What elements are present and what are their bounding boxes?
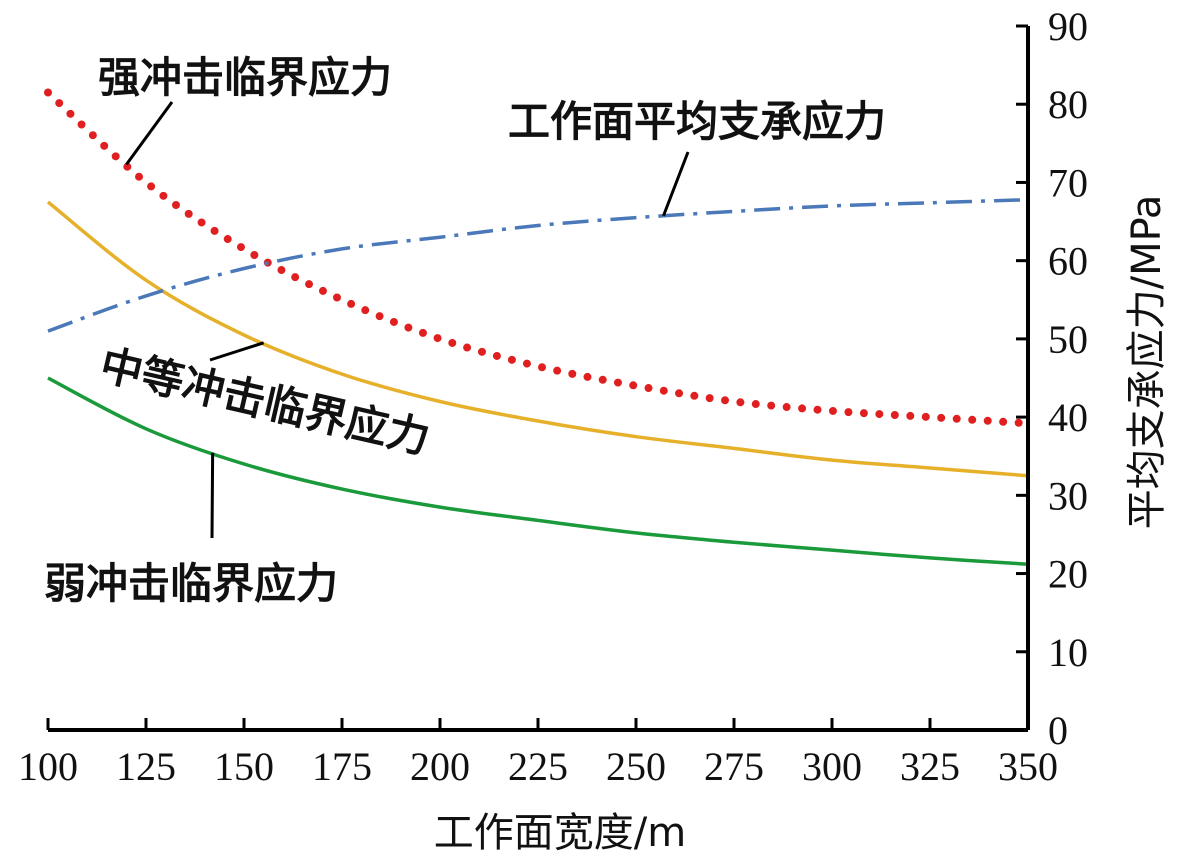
y-tick-label: 60 [1048,239,1088,284]
x-tick-label: 275 [704,744,764,789]
x-tick-label: 125 [116,744,176,789]
x-tick-label: 175 [312,744,372,789]
y-tick-label: 50 [1048,317,1088,362]
x-tick-label: 300 [802,744,862,789]
y-tick-label: 90 [1048,4,1088,49]
annotation-leader-1 [662,151,690,217]
annotation-leader-2 [209,341,265,362]
series-line-1 [46,200,1029,478]
series-lines [44,88,1032,566]
y-tick-label: 0 [1048,708,1068,753]
y-tick-label: 20 [1048,552,1088,597]
y-tick-labels: 0 10 20 30 40 50 60 70 80 90 [1048,4,1088,753]
y-tick-label: 10 [1048,630,1088,675]
series-line-3 [47,197,1029,333]
x-tick-labels: 100 125 150 175 200 225 250 275 300 325 350 [18,744,1058,789]
y-axis-title: 平均支承应力/MPa [1124,195,1170,530]
axes [46,24,1030,732]
annotation-strong: 强冲击临界应力 [98,53,392,102]
series-line-2 [47,376,1029,566]
annotation-medium: 中等冲击临界应力 [96,340,434,463]
y-tick-label: 30 [1048,473,1088,518]
series-line-0 [44,88,1032,428]
y-tick-label: 40 [1048,395,1088,440]
annotation-leaders [125,101,690,539]
annotation-leader-0 [125,101,174,166]
annotation-average: 工作面平均支承应力 [508,97,886,146]
x-tick-label: 100 [18,744,78,789]
x-axis-title: 工作面宽度/m [434,810,686,856]
y-tick-label: 70 [1048,160,1088,205]
x-tick-label: 325 [900,744,960,789]
x-tick-label: 150 [214,744,274,789]
annotation-weak: 弱冲击临界应力 [44,559,338,608]
x-tick-label: 225 [508,744,568,789]
annotation-leader-3 [210,452,215,539]
x-tick-label: 250 [606,744,666,789]
x-tick-label: 200 [410,744,470,789]
y-tick-label: 80 [1048,82,1088,127]
x-tick-label: 350 [998,744,1058,789]
